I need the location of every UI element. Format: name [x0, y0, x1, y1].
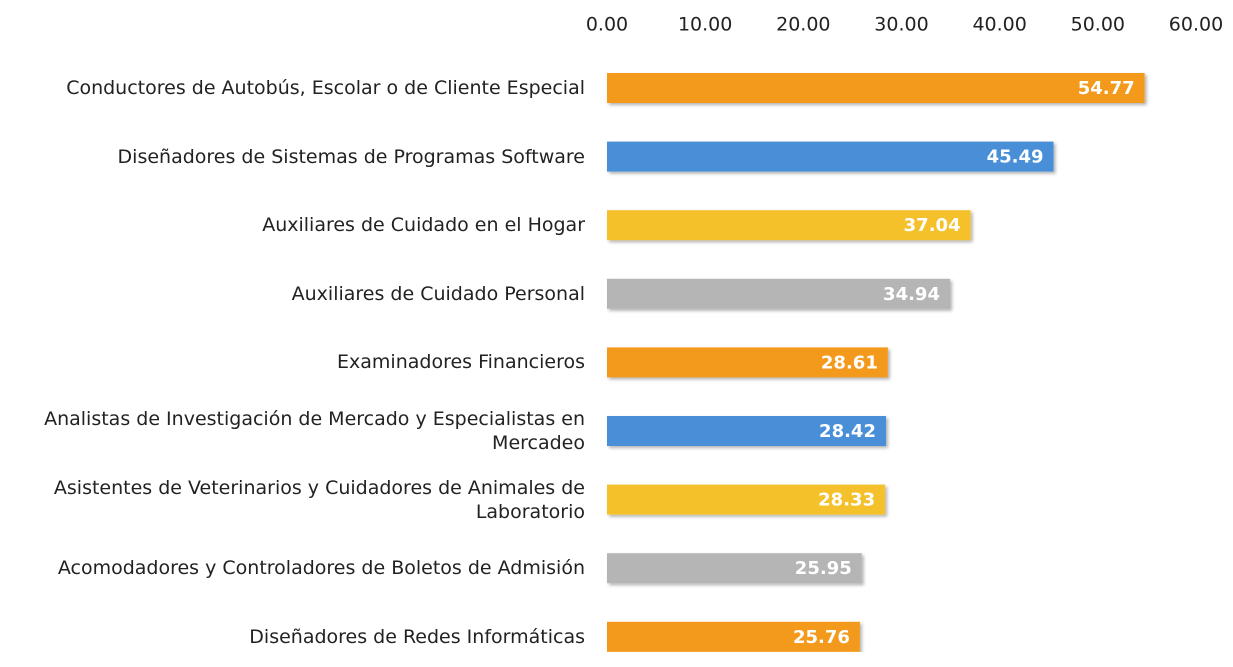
bar — [607, 484, 886, 515]
data-label: 37.04 — [904, 215, 961, 236]
x-tick-label: 40.00 — [972, 14, 1026, 36]
category-label: Diseñadores de Redes Informáticas — [249, 625, 585, 648]
category-label: Diseñadores de Sistemas de Programas Sof… — [117, 145, 585, 168]
x-tick-label: 20.00 — [776, 14, 830, 36]
data-label: 28.42 — [819, 421, 876, 442]
x-tick-label: 30.00 — [874, 14, 928, 36]
bar — [607, 73, 1145, 103]
x-tick-label: 60.00 — [1169, 14, 1223, 36]
category-label: Auxiliares de Cuidado en el Hogar — [262, 214, 585, 237]
x-tick-label: 0.00 — [586, 14, 628, 36]
bar — [607, 621, 860, 652]
bar — [607, 347, 888, 378]
data-label: 28.33 — [818, 490, 875, 511]
data-label: 25.95 — [795, 558, 852, 579]
bar — [607, 416, 886, 446]
category-label: Analistas de Investigación de Mercado y … — [44, 408, 585, 454]
category-label: Examinadores Financieros — [337, 351, 585, 374]
page: {"chart_data": {"type": "hbar", "categor… — [44, 13, 1224, 652]
data-label: 45.49 — [987, 147, 1044, 168]
x-tick-label: 10.00 — [678, 14, 732, 36]
bar — [607, 141, 1054, 172]
data-label: 28.61 — [821, 352, 878, 373]
bar — [607, 553, 862, 584]
chart: 0.00 10.00 20.00 30.00 40.00 50.00 60.00 54.77 4… — [586, 14, 1223, 652]
bar — [607, 278, 950, 309]
bar — [607, 210, 971, 241]
category-label: Acomodadores y Controladores de Boletos … — [57, 557, 585, 580]
data-label: 25.76 — [793, 627, 850, 648]
category-label: Conductores de Autobús, Escolar o de Cli… — [66, 77, 585, 99]
data-label: 54.77 — [1078, 78, 1135, 99]
data-label: 34.94 — [883, 284, 940, 305]
category-label: Auxiliares de Cuidado Personal — [291, 282, 585, 305]
category-label: Asistentes de Veterinarios y Cuidadores … — [53, 476, 585, 523]
x-tick-label: 50.00 — [1071, 14, 1125, 36]
